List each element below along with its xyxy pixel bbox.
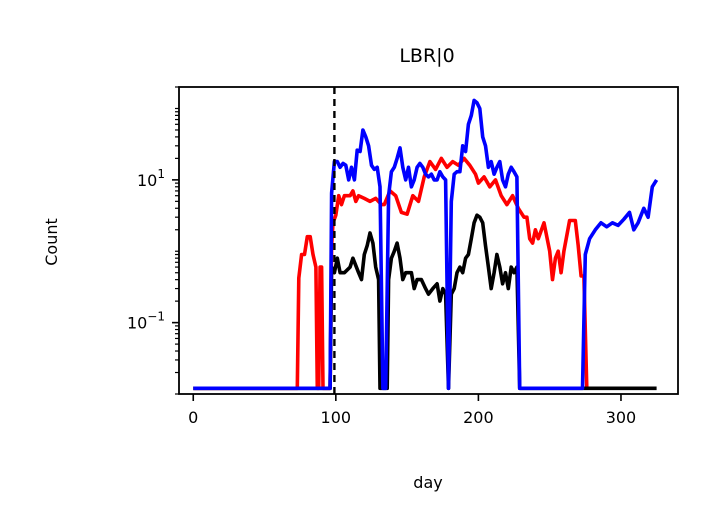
y-axis-title: Count bbox=[42, 218, 61, 266]
x-tick-label: 300 bbox=[606, 408, 637, 427]
y-tick-label: 10−1 bbox=[127, 310, 165, 333]
y-tick-label: 101 bbox=[137, 167, 165, 190]
x-tick-label: 100 bbox=[321, 408, 352, 427]
x-axis-ticks: 0 100 200 300 bbox=[188, 394, 636, 427]
series-lines bbox=[193, 98, 659, 391]
x-tick-label: 0 bbox=[188, 408, 198, 427]
series-line-1 bbox=[193, 156, 589, 391]
series-line-3 bbox=[193, 98, 659, 391]
chart-title: LBR|0 bbox=[399, 45, 454, 67]
x-tick-label: 200 bbox=[463, 408, 494, 427]
series-line-2 bbox=[193, 213, 657, 391]
y-axis-ticks: 10−1 101 bbox=[127, 86, 179, 395]
plot-frame bbox=[178, 86, 679, 395]
x-axis-title: day bbox=[413, 473, 442, 492]
